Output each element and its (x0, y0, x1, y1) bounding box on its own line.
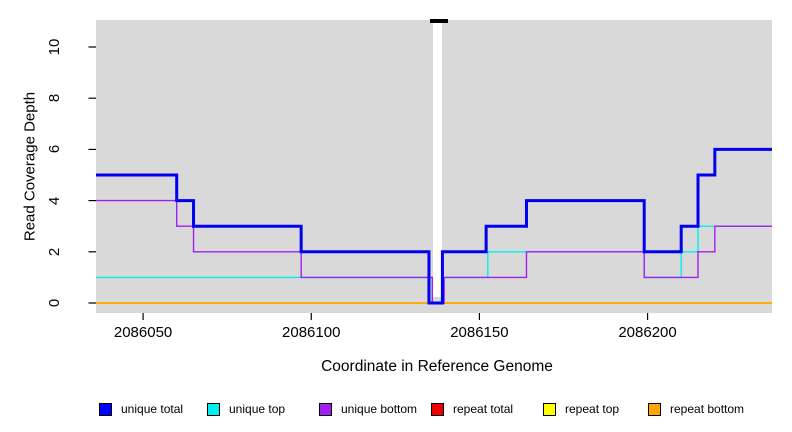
series-line-unique-bottom (96, 199, 772, 304)
legend-label: unique bottom (341, 402, 418, 416)
series-line-unique-top (96, 225, 772, 304)
y-tick-label: 2 (46, 247, 63, 256)
legend-item-unique-bottom: unique bottom (319, 398, 417, 420)
x-tick-label: 2086050 (113, 324, 173, 341)
coverage-gap-top-marker (429, 19, 449, 23)
repeat-bottom-swatch-icon (648, 402, 661, 416)
unique-total-swatch-icon (99, 402, 112, 416)
x-tick-label: 2086100 (282, 324, 341, 341)
legend-item-repeat-top: repeat top (543, 398, 619, 420)
x-tick-label: 2086150 (450, 324, 509, 341)
repeat-top-swatch-icon (543, 402, 556, 416)
y-tick-label: 4 (46, 196, 63, 205)
y-tick-label: 8 (46, 94, 63, 103)
x-tick-label: 2086200 (618, 324, 677, 341)
legend-label: repeat bottom (670, 402, 745, 416)
legend-item-unique-total: unique total (99, 398, 183, 420)
unique-top-swatch-icon (207, 402, 220, 416)
coverage-gap-band (433, 20, 442, 297)
repeat-total-swatch-icon (431, 402, 444, 416)
legend-item-unique-top: unique top (207, 398, 285, 420)
legend-item-repeat-bottom: repeat bottom (648, 398, 744, 420)
legend-label: unique top (229, 402, 286, 416)
legend-item-repeat-total: repeat total (431, 398, 513, 420)
series-line-unique-total (96, 147, 772, 305)
y-tick-label: 6 (46, 145, 63, 154)
y-axis-title: Read Coverage Depth (21, 91, 39, 242)
legend-label: repeat top (565, 402, 620, 416)
y-tick-label: 0 (46, 298, 63, 308)
x-axis-title: Coordinate in Reference Genome (321, 358, 553, 375)
y-tick-label: 10 (46, 38, 63, 56)
legend: unique total unique top unique bottom re… (0, 398, 792, 422)
unique-bottom-swatch-icon (319, 402, 332, 416)
legend-label: unique total (121, 402, 184, 416)
legend-label: repeat total (453, 402, 514, 416)
